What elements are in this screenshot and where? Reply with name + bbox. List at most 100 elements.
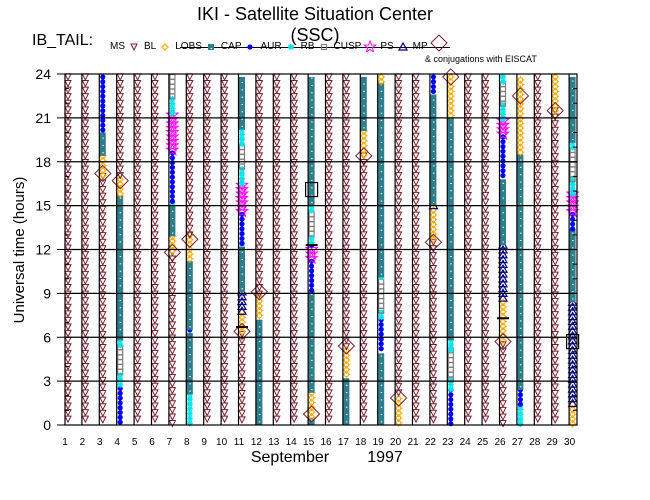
segment-cap — [117, 385, 123, 425]
x-tick-label: 2 — [80, 437, 86, 448]
legend-label: LOBS — [175, 41, 202, 52]
conjugation-marker — [546, 101, 564, 120]
segment-rb — [308, 211, 315, 237]
segment-lobs — [517, 154, 524, 390]
x-tick-label: 30 — [564, 437, 576, 448]
sun-icon — [161, 43, 170, 51]
segment-aur — [117, 372, 124, 388]
segment-bl — [446, 72, 455, 120]
legend-label: AUR — [260, 41, 282, 52]
y-tick-label: 18 — [35, 154, 51, 170]
legend-label: MP — [412, 41, 428, 52]
day-column-5 — [133, 73, 142, 424]
x-tick-label: 10 — [216, 437, 228, 448]
segment-aur — [239, 126, 245, 148]
day-column-27 — [511, 75, 530, 427]
x-tick-label: 16 — [320, 437, 332, 448]
legend: MS BL LOBS CAP AUR RB CUSP PS MP — [110, 34, 451, 52]
segment-bl — [394, 394, 403, 427]
segment-ms — [325, 73, 333, 424]
segment-ms — [272, 73, 281, 424]
conjugation-marker — [181, 230, 199, 248]
segment-ms — [359, 152, 368, 424]
x-tick-label: 24 — [460, 437, 472, 448]
chart-title: IKI - Satellite Situation Center (SSC) — [180, 4, 450, 48]
legend-label: PS — [380, 41, 394, 52]
event-marker-box — [565, 334, 580, 350]
triangle-down-icon — [130, 43, 138, 52]
day-column-21 — [412, 73, 420, 424]
x-tick-label: 7 — [167, 437, 173, 448]
segment-ms — [98, 172, 107, 424]
dot-icon — [247, 44, 254, 50]
y-tick-label: 21 — [35, 110, 51, 126]
segment-lobs — [186, 261, 193, 330]
x-tick-label: 17 — [338, 437, 350, 448]
segment-cap — [378, 317, 384, 352]
day-column-22 — [424, 74, 443, 424]
segment-lobs — [117, 195, 124, 341]
legend-item-ps: PS — [380, 34, 409, 52]
segment-lobs — [500, 179, 506, 246]
segment-cap — [430, 74, 436, 95]
triangle-up-icon — [397, 41, 408, 51]
x-tick-label: 6 — [149, 437, 155, 448]
segment-aur — [500, 73, 506, 85]
segment-ps — [497, 239, 509, 302]
conjugation-marker — [424, 233, 443, 251]
segment-aur — [569, 139, 576, 151]
segment-aur — [447, 376, 454, 393]
x-tick-label: 19 — [373, 437, 385, 448]
segment-cusp — [495, 113, 511, 140]
segment-lobs — [343, 378, 350, 425]
segment-lobs — [308, 76, 315, 206]
segment-cap — [239, 211, 245, 246]
x-tick-label: 20 — [390, 437, 402, 448]
segment-lobs — [378, 353, 385, 425]
segment-cap — [448, 387, 454, 427]
x-tick-label: 5 — [132, 437, 138, 448]
conjugation-marker — [494, 332, 512, 351]
square-open-icon — [320, 43, 327, 51]
day-column-23 — [442, 68, 460, 427]
x-tick-label: 8 — [184, 437, 190, 448]
x-tick-label: 1 — [62, 437, 68, 448]
x-tick-label: 3 — [97, 437, 103, 448]
segment-lobs — [169, 205, 176, 237]
segment-rb — [499, 81, 507, 107]
segment-ms — [342, 73, 351, 351]
segment-ms — [481, 73, 490, 424]
diamond-icon — [429, 34, 448, 52]
segment-ms — [394, 73, 403, 397]
x-tick-label: 26 — [494, 437, 506, 448]
segment-aur — [308, 234, 315, 246]
day-column-28 — [533, 73, 542, 424]
segment-lobs — [430, 94, 437, 206]
x-tick-label: 15 — [303, 437, 315, 448]
conjugation-marker — [250, 283, 269, 301]
x-axis-label: September — [251, 449, 330, 466]
x-tick-label: 21 — [407, 437, 419, 448]
segment-ms — [290, 73, 299, 424]
segment-ms — [133, 73, 142, 424]
segment-ms — [238, 330, 246, 424]
x-tick-label: 25 — [477, 437, 489, 448]
day-column-25 — [481, 73, 490, 424]
day-column-9 — [203, 73, 212, 424]
segment-aur — [186, 391, 193, 427]
day-column-8 — [181, 73, 199, 427]
y-tick-label: 9 — [43, 285, 51, 301]
day-column-29 — [546, 72, 564, 424]
conjugation-marker — [302, 405, 321, 423]
legend-label: BL — [144, 41, 157, 52]
segment-aur — [378, 274, 385, 281]
x-axis-year: 1997 — [367, 449, 403, 466]
event-marker-bar — [236, 326, 248, 329]
conjugation-marker — [511, 87, 530, 105]
segment-lobs — [447, 117, 454, 341]
data-layer — [64, 68, 580, 428]
segment-rb — [447, 347, 454, 383]
grid — [65, 74, 577, 425]
conjugation-marker — [94, 164, 112, 183]
